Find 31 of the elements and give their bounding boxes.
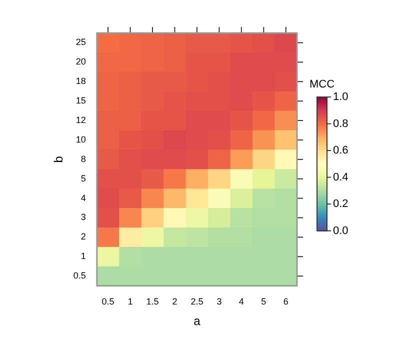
y-tick-label: 15 bbox=[76, 96, 86, 106]
y-tick-label: 3 bbox=[80, 212, 86, 222]
color-bar-label: 0.2 bbox=[333, 198, 348, 210]
y-tick-label: 12 bbox=[76, 114, 86, 125]
color-bar-label: 0.8 bbox=[333, 118, 348, 130]
y-tick-label: 25 bbox=[76, 37, 86, 48]
y-tick-label: 10 bbox=[76, 134, 86, 144]
y-tick-label: 0.5 bbox=[73, 270, 86, 281]
y-tick-label: 4 bbox=[80, 192, 86, 203]
x-axis-title: a bbox=[194, 314, 201, 328]
color-bar-label: 1.0 bbox=[333, 91, 348, 104]
x-tick-label: 5 bbox=[261, 296, 266, 307]
y-tick-label: 1 bbox=[80, 251, 86, 262]
x-tick-label: 4 bbox=[238, 296, 244, 307]
x-tick-label: 6 bbox=[283, 296, 288, 307]
y-axis-title: b bbox=[52, 156, 66, 163]
x-tick-label: 0.5 bbox=[102, 296, 114, 307]
x-tick-label: 3 bbox=[216, 296, 222, 307]
x-tick-label: 2 bbox=[172, 296, 178, 307]
y-tick-label: 2 bbox=[80, 232, 86, 242]
x-tick-label: 1 bbox=[128, 296, 133, 307]
y-tick-label: 8 bbox=[80, 154, 86, 164]
color-bar-label: 0.6 bbox=[333, 144, 348, 157]
x-tick-label: 1.5 bbox=[146, 296, 159, 307]
color-bar-label: 0.4 bbox=[333, 171, 348, 184]
x-tick-label: 2.5 bbox=[190, 296, 204, 307]
y-tick-label: 20 bbox=[76, 56, 86, 67]
y-tick-label: 5 bbox=[80, 173, 86, 184]
color-bar-title: MCC bbox=[309, 78, 335, 91]
color-bar-label: 0.0 bbox=[333, 224, 348, 237]
y-tick-label: 18 bbox=[76, 76, 86, 86]
